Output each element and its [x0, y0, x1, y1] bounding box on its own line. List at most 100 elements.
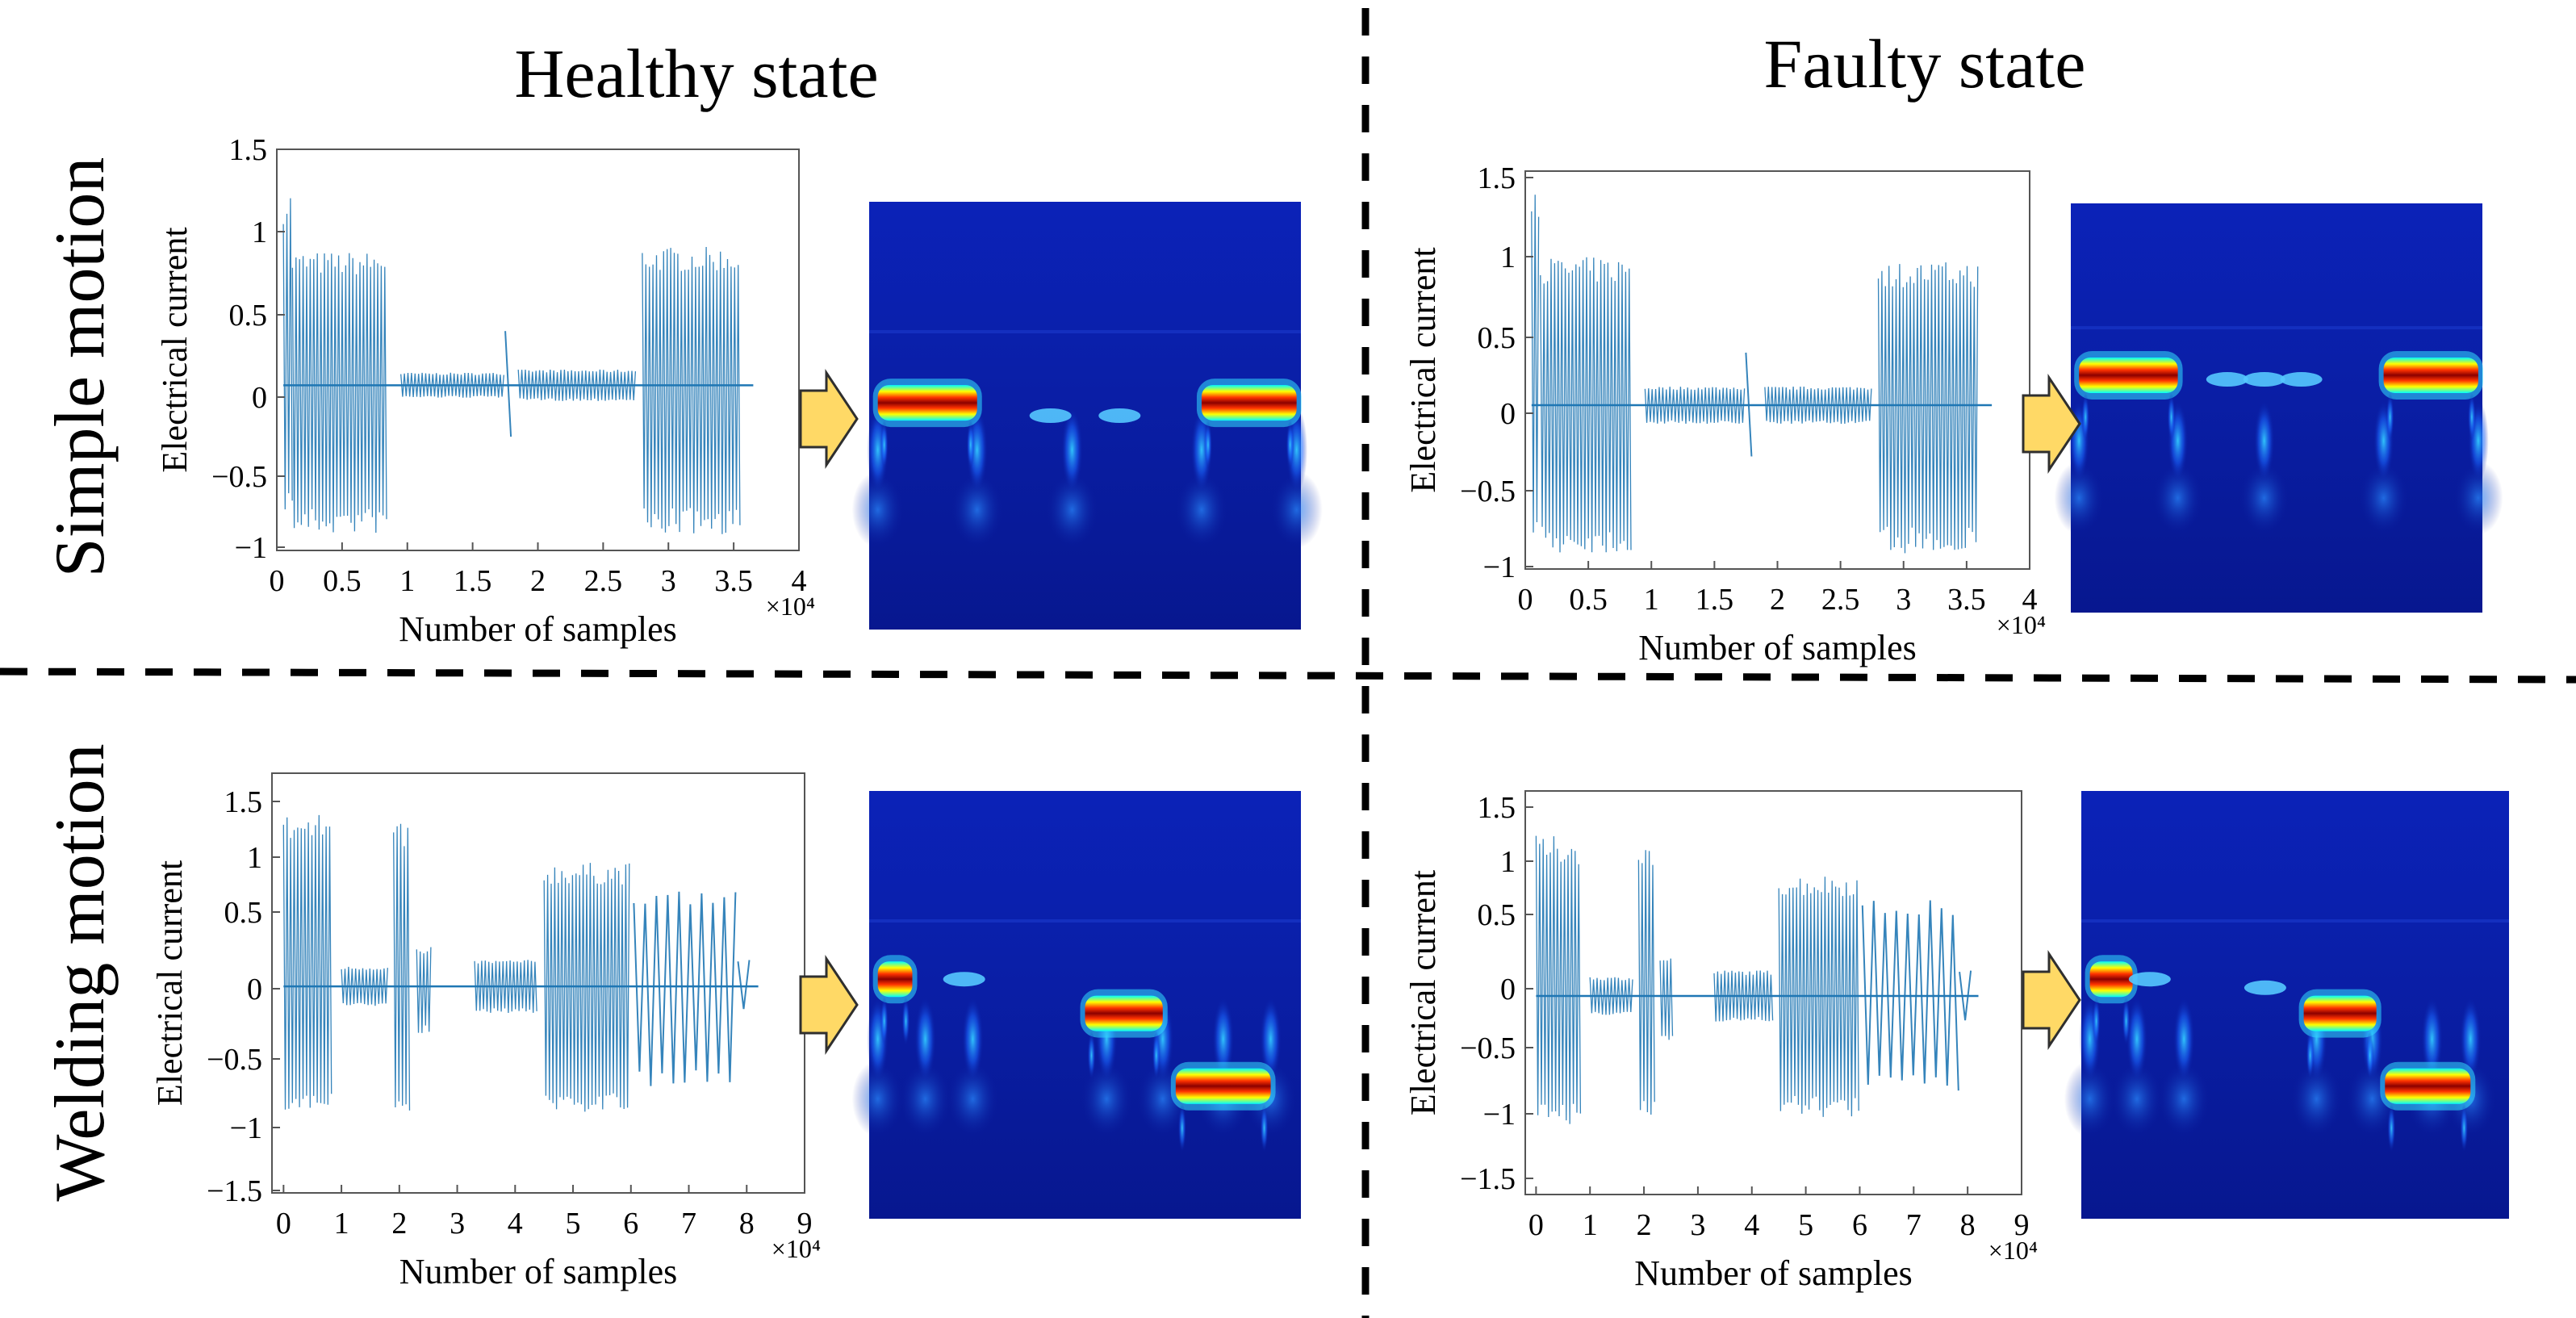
x-tick-label: 0.5: [1569, 583, 1608, 617]
x-tick-label: 9: [797, 1207, 813, 1241]
signal-segment: [642, 246, 741, 534]
y-tick-label: 1: [1500, 845, 1516, 879]
scalogram-band-tail: [880, 997, 889, 1046]
signal-segment: [543, 863, 630, 1112]
scalogram-glow: [1175, 471, 1228, 549]
scalogram-streak: [1260, 996, 1282, 1082]
signal-segment: [1861, 900, 1959, 1091]
x-tick-label: 2.5: [1821, 583, 1860, 617]
x-tick-label: 1: [334, 1207, 349, 1241]
x-tick-label: 5: [1798, 1208, 1813, 1242]
signal-segment: [737, 960, 751, 1010]
x-tick-label: 2: [391, 1207, 407, 1241]
x-tick-label: 4: [1744, 1208, 1759, 1242]
simple-healthy-scalogram-image: [851, 202, 1323, 630]
signal-segment: [416, 947, 432, 1033]
scalogram-glow: [899, 1060, 951, 1138]
scalogram-band: [2385, 1068, 2471, 1104]
signal-segment: [1877, 262, 1979, 554]
x-tick-label: 0: [270, 564, 285, 598]
x-axis-label: Number of samples: [399, 609, 677, 649]
welding-faulty-scalogram-image: [2064, 791, 2509, 1219]
x-axis-multiplier: ×10⁴: [766, 592, 815, 621]
scalogram-band: [1085, 995, 1163, 1031]
signal-segment: [291, 253, 387, 533]
scalogram-dot: [1098, 408, 1141, 423]
scalogram-band-tail: [2386, 392, 2394, 441]
scalogram-band: [877, 961, 913, 998]
scalogram-band-tail: [2365, 1031, 2374, 1080]
simple-faulty-signal-plot: 0 0.5 1 1.5 2 2.5 3 3.5 4 1.5 1 0.5 0 −0.5 −1 Number of…: [1403, 161, 2046, 667]
x-tick-label: 1: [399, 564, 415, 598]
simple-motion-label: Simple motion: [41, 157, 119, 578]
scalogram-dot: [2128, 972, 2171, 987]
x-axis-label: Number of samples: [1634, 1253, 1913, 1293]
y-tick-label: 1: [252, 215, 267, 249]
welding-motion-label: Welding motion: [41, 743, 119, 1201]
x-tick-label: 3: [661, 564, 676, 598]
scalogram-band: [2303, 995, 2377, 1031]
scalogram-glow: [1081, 1060, 1133, 1138]
scalogram-band-tail: [2167, 392, 2176, 441]
x-axis-multiplier: ×10⁴: [1997, 610, 2046, 639]
y-tick-label: −0.5: [1460, 1031, 1516, 1065]
x-tick-label: 6: [1852, 1208, 1867, 1242]
scalogram-glow: [2054, 461, 2104, 535]
y-tick-label: 1.5: [1478, 791, 1516, 825]
scalogram-band-tail: [901, 997, 910, 1046]
x-tick-label: 4: [508, 1207, 523, 1241]
y-tick-label: 1.5: [224, 785, 263, 819]
scalogram-band: [877, 385, 977, 421]
scalogram-glow: [2158, 1060, 2210, 1138]
horizontal-divider: [0, 667, 2576, 684]
scalogram-glow: [2239, 461, 2290, 535]
scalogram-streak: [2126, 996, 2148, 1082]
signal-segment: [393, 823, 411, 1111]
y-tick-label: −1: [1483, 550, 1516, 584]
y-axis-label: Electrical current: [1403, 870, 1443, 1115]
y-tick-label: −0.5: [207, 1043, 262, 1077]
y-tick-label: −1.5: [207, 1174, 262, 1208]
signal-segment: [1713, 970, 1774, 1022]
scalogram-band-tail: [1203, 421, 1212, 470]
scalogram-band: [1175, 1068, 1271, 1104]
x-tick-label: 4: [2022, 583, 2038, 617]
signal-segment: [1644, 387, 1746, 425]
y-tick-label: −1: [235, 531, 267, 565]
signal-segment: [1778, 877, 1859, 1117]
y-tick-label: −1.5: [1460, 1162, 1516, 1196]
x-tick-label: 6: [623, 1207, 638, 1241]
y-tick-label: −0.5: [1460, 475, 1516, 508]
signal-segment: [517, 369, 637, 401]
x-tick-label: 4: [792, 564, 807, 598]
signal-segment: [1659, 958, 1674, 1040]
scalogram-band-tail: [2092, 997, 2101, 1046]
x-axis-multiplier: ×10⁴: [1988, 1236, 2038, 1265]
scalogram-glow: [2153, 461, 2203, 535]
scalogram-faint-band: [2081, 919, 2509, 923]
welding-healthy-scalogram-image: [851, 791, 1301, 1219]
x-tick-label: 7: [1906, 1208, 1922, 1242]
scalogram-streak: [2172, 996, 2195, 1082]
scalogram-dot: [1029, 408, 1072, 423]
scalogram-band: [2383, 357, 2478, 393]
scalogram-streak: [2253, 400, 2275, 482]
x-axis-multiplier: ×10⁴: [772, 1234, 821, 1263]
right-arrow-icon: [2022, 950, 2081, 1050]
scalogram-band-tail: [966, 421, 975, 470]
y-tick-label: 1: [247, 841, 262, 875]
healthy-state-title: Healthy state: [514, 35, 878, 112]
y-tick-label: 1.5: [1478, 161, 1516, 195]
y-tick-label: 0: [247, 973, 262, 1006]
scalogram-dot: [2243, 372, 2285, 387]
scalogram-band: [2079, 357, 2178, 393]
signal-segment: [1745, 352, 1753, 457]
scalogram-band-tail: [1087, 1031, 1096, 1080]
signal-segment: [1589, 977, 1633, 1015]
scalogram-band-tail: [1286, 421, 1294, 470]
y-tick-label: 0.5: [1478, 321, 1516, 355]
faulty-state-title: Faulty state: [1764, 25, 2086, 103]
x-tick-label: 3.5: [1947, 583, 1986, 617]
right-arrow-icon: [799, 369, 859, 469]
